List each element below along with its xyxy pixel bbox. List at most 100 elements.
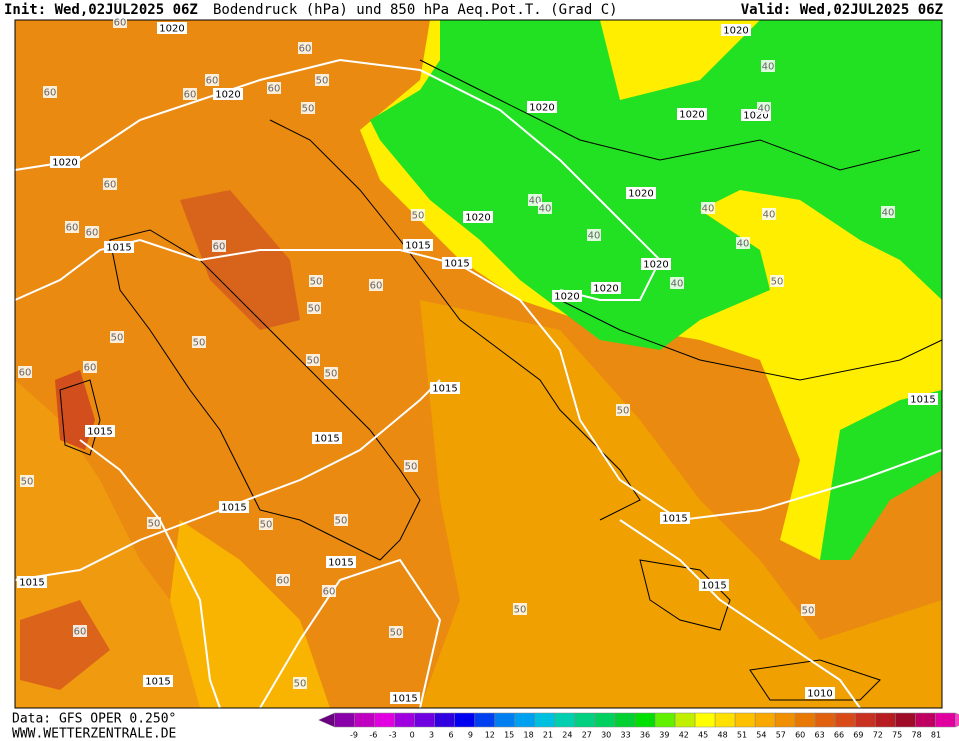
contour-label-box — [293, 677, 307, 689]
contour-label-box — [761, 60, 775, 72]
contour-label-box — [403, 239, 433, 251]
temperature-label: 50 — [617, 406, 630, 417]
temperature-label: 50 — [310, 277, 323, 288]
colorbar-box — [654, 712, 676, 728]
contour-label-box — [762, 208, 776, 220]
temperature-label: 60 — [206, 76, 219, 87]
isobar-label: 1015 — [19, 578, 44, 589]
isobar-label: 1015 — [106, 243, 131, 254]
colorbar-box — [434, 712, 456, 728]
temperature-label: 60 — [104, 180, 117, 191]
isobar-label: 1015 — [432, 384, 457, 395]
temperature-label: 40 — [702, 204, 715, 215]
temperature-label: 40 — [539, 204, 552, 215]
colorbar-label: 21 — [543, 731, 553, 740]
colorbar-box — [915, 712, 936, 728]
map-frame — [14, 19, 943, 709]
colorbar-label: -6 — [369, 731, 377, 740]
isobar-label: 1015 — [145, 677, 170, 688]
coastlines — [59, 59, 943, 701]
contour-label-box — [513, 603, 527, 615]
contour-label-box — [298, 42, 312, 54]
colorbar-label: 63 — [815, 731, 825, 740]
temperature-label: 60 — [19, 368, 32, 379]
border — [419, 59, 921, 171]
contour-label-box — [276, 574, 290, 586]
colorbar-label: 30 — [601, 731, 611, 740]
contour-label-box — [721, 24, 751, 36]
temperature-label: 40 — [762, 62, 775, 73]
contour-label-box — [213, 88, 243, 100]
contour-label-box — [805, 687, 835, 699]
isobar-label: 1020 — [52, 158, 77, 169]
isobar-label: 1020 — [723, 26, 748, 37]
isobar-label: 1015 — [314, 434, 339, 445]
contour-label-box — [770, 275, 784, 287]
colorbar-label: 69 — [853, 731, 863, 740]
contour-label-box — [183, 88, 197, 100]
colorbar-box — [875, 712, 896, 728]
contour-label-box — [442, 257, 472, 269]
isobar-label: 1020 — [643, 260, 668, 271]
contour-label-box — [369, 279, 383, 291]
website: WWW.WETTERZENTRALE.DE — [12, 727, 176, 741]
map — [14, 20, 943, 709]
coastline — [109, 229, 421, 561]
contour-label-box — [212, 240, 226, 252]
temperature-label: 50 — [514, 605, 527, 616]
contour-label-box — [50, 156, 80, 168]
temperature-label: 40 — [882, 208, 895, 219]
contour-label-box — [43, 86, 57, 98]
contour-label-box — [85, 226, 99, 238]
colorbar-label: 9 — [468, 731, 473, 740]
field-green — [370, 20, 942, 350]
field-light — [420, 300, 942, 708]
contour-label-box — [267, 82, 281, 94]
colorbar-box — [895, 712, 916, 728]
data-source: Data: GFS OPER 0.250° — [12, 712, 176, 727]
contour-label-box — [20, 475, 34, 487]
colorbar-label: 24 — [562, 731, 572, 740]
colorbar-label: 81 — [931, 731, 941, 740]
colorbar-box — [394, 712, 415, 728]
temperature-label: 60 — [299, 44, 312, 55]
contour-label-box — [192, 336, 206, 348]
colorbar-label: 72 — [873, 731, 883, 740]
temperature-label: 60 — [114, 18, 127, 29]
isobar-label: 1015 — [328, 558, 353, 569]
colorbar-box — [754, 712, 776, 728]
field-warm — [180, 190, 300, 330]
contour-label-box — [322, 585, 336, 597]
contour-label-box — [699, 579, 729, 591]
isobar — [259, 558, 442, 709]
contour-label-box — [389, 626, 403, 638]
temperature-label: 50 — [405, 462, 418, 473]
colorbar-box — [494, 712, 516, 728]
colorbar-box — [935, 712, 956, 728]
colorbar-label: 39 — [659, 731, 669, 740]
contour-label-box — [73, 625, 87, 637]
contour-label-box — [641, 258, 671, 270]
temperature-label: 40 — [529, 196, 542, 207]
init-time: Init: Wed,02JUL2025 06Z — [4, 2, 198, 18]
colorbar-label: 57 — [776, 731, 786, 740]
colorbar-box — [614, 712, 636, 728]
colorbar-label: -3 — [389, 731, 397, 740]
colorbar-box — [554, 712, 576, 728]
coastline — [59, 379, 101, 456]
contour-label-box — [113, 16, 127, 28]
contour-label-box — [736, 237, 750, 249]
temperature-label: 50 — [302, 104, 315, 115]
contour-label-box — [430, 382, 460, 394]
temperature-label: 50 — [335, 516, 348, 527]
contour-label-box — [17, 576, 47, 588]
isobar — [14, 379, 441, 581]
colorbar-box — [634, 712, 656, 728]
contour-label-box — [307, 302, 321, 314]
field-green — [820, 390, 942, 560]
valid-time: Valid: Wed,02JUL2025 06Z — [741, 2, 943, 18]
colorbar: -9 -6 -3 0 3 6 9 12 15 18 21 24 27 30 33 36 39 42 45 48 51 54… — [317, 712, 959, 740]
temperature-label: 50 — [307, 356, 320, 367]
colorbar-label: 66 — [834, 731, 844, 740]
